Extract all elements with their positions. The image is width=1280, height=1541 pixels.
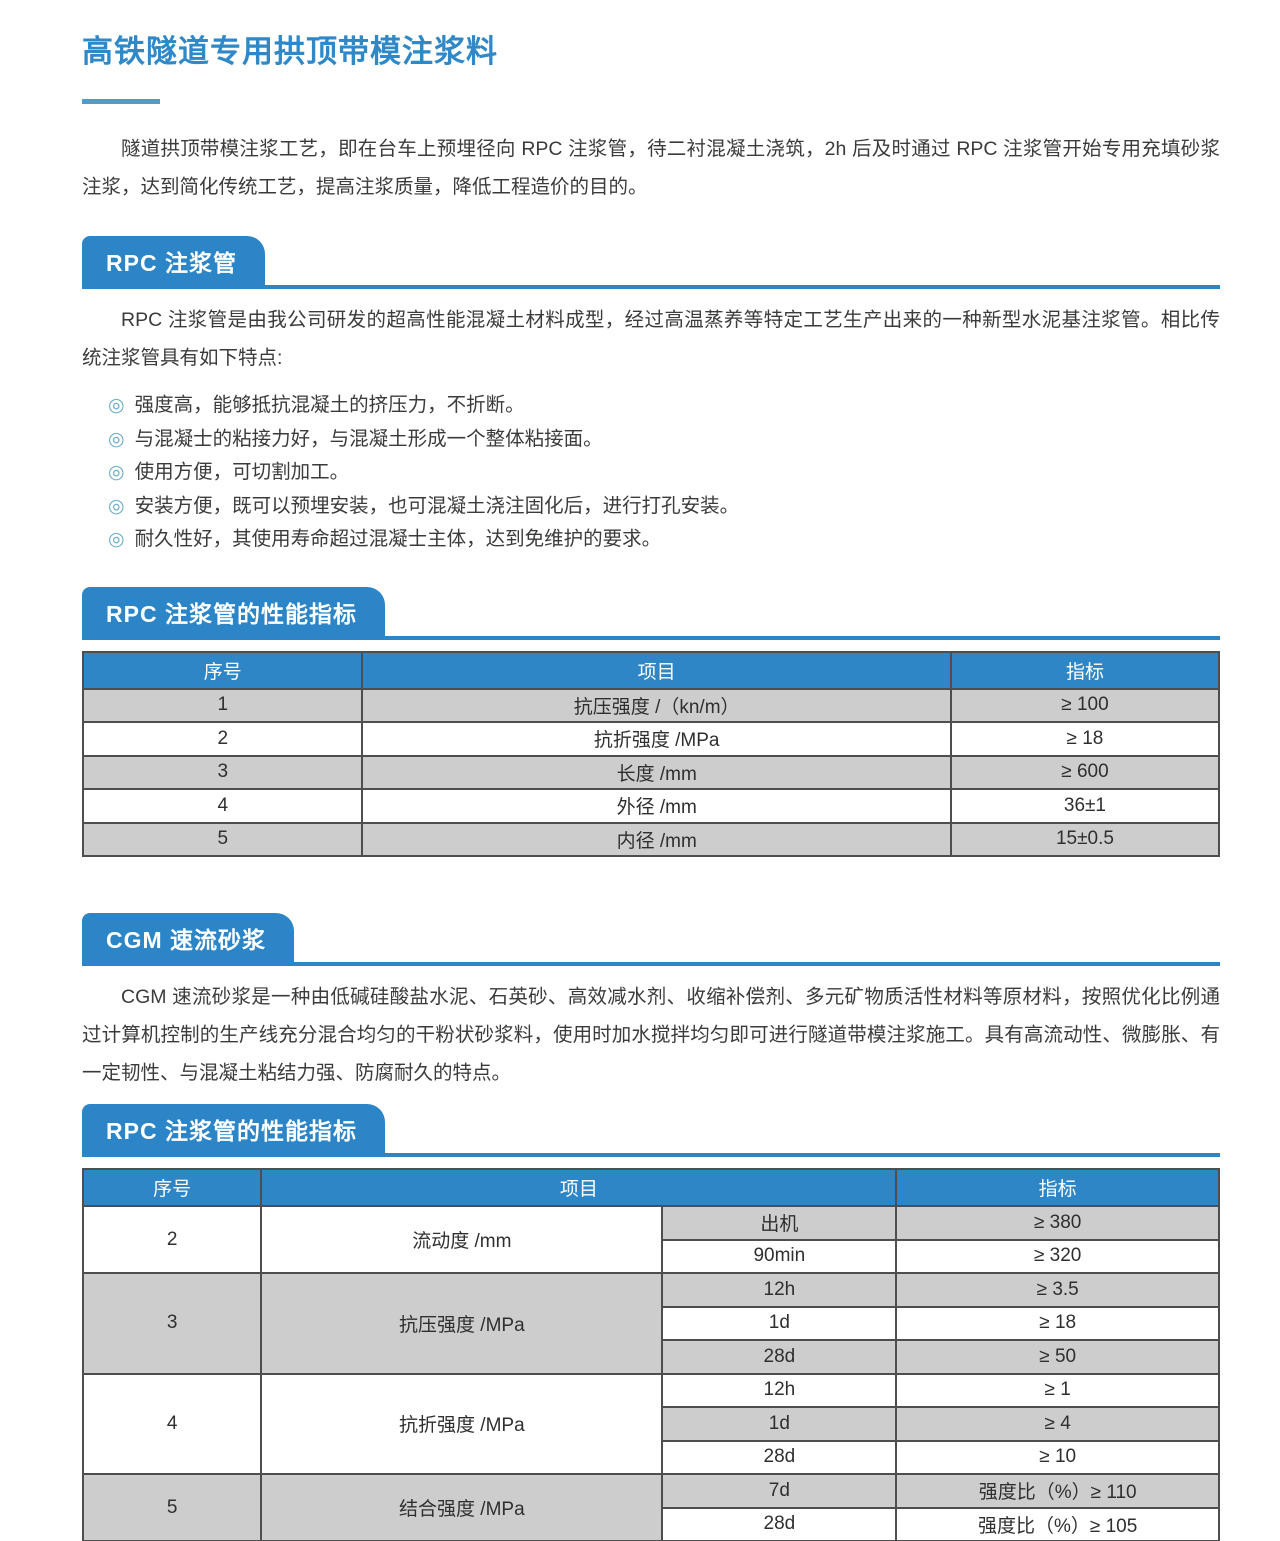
table-cell: 强度比（%）≥ 110 bbox=[895, 1473, 1220, 1509]
section-badge-cgm: CGM 速流砂浆 bbox=[82, 913, 295, 962]
feature-text: 与混凝士的粘接力好，与混凝土形成一个整体粘接面。 bbox=[134, 427, 603, 450]
table-row: 5 内径 /mm 15±0.5 bbox=[81, 821, 1221, 857]
section-badge-cgm-table: RPC 注浆管的性能指标 bbox=[82, 1104, 385, 1153]
table-cell: ≥ 50 bbox=[895, 1339, 1220, 1375]
section-head-rpc-table: RPC 注浆管的性能指标 bbox=[82, 586, 1220, 640]
table-cell: 抗压强度 /MPa bbox=[260, 1272, 664, 1375]
table-cell: ≥ 18 bbox=[949, 721, 1221, 757]
table-cell: 1d bbox=[661, 1406, 898, 1442]
table-row: 2 抗折强度 /MPa ≥ 18 bbox=[81, 721, 1221, 757]
table-cell: 4 bbox=[81, 1372, 263, 1475]
table-cell: 90min bbox=[661, 1238, 898, 1274]
cgm-performance-table: 序号 项目 指标 2 流动度 /mm 出机 ≥ 380 90min ≥ 320 3 抗压强度 … bbox=[81, 1168, 1220, 1541]
table-row: 3 长度 /mm ≥ 600 bbox=[81, 754, 1221, 790]
table-cell: 5 bbox=[81, 1473, 263, 1541]
table-header-cell: 序号 bbox=[81, 650, 364, 690]
table-cell: 1 bbox=[81, 687, 364, 723]
double-circle-bullet-icon: ◎ bbox=[108, 529, 125, 550]
table-cell: 结合强度 /MPa bbox=[260, 1473, 664, 1541]
table-header-cell: 序号 bbox=[81, 1168, 263, 1207]
double-circle-bullet-icon: ◎ bbox=[108, 395, 125, 416]
table-header-cell: 指标 bbox=[949, 650, 1221, 690]
table-header-cell: 指标 bbox=[895, 1168, 1220, 1207]
table-cell: ≥ 3.5 bbox=[895, 1272, 1220, 1308]
rpc-description: RPC 注浆管是由我公司研发的超高性能混凝土材料成型，经过高温蒸养等特定工艺生产… bbox=[82, 309, 1220, 369]
table-header-row: 序号 项目 指标 bbox=[81, 1168, 1220, 1207]
feature-item: ◎ 与混凝士的粘接力好，与混凝土形成一个整体粘接面。 bbox=[108, 423, 1220, 457]
rpc-performance-table: 序号 项目 指标 1 抗压强度 /（kn/m） ≥ 100 2 抗折强度 /MPa ≥ 1… bbox=[81, 650, 1221, 858]
table-cell: 28d bbox=[661, 1439, 898, 1475]
table-cell: 12h bbox=[661, 1372, 898, 1408]
double-circle-bullet-icon: ◎ bbox=[108, 462, 125, 483]
feature-item: ◎ 使用方便，可切割加工。 bbox=[108, 456, 1220, 490]
table-header-row: 序号 项目 指标 bbox=[81, 650, 1221, 690]
section-head-cgm: CGM 速流砂浆 bbox=[82, 913, 1220, 966]
table-header-cell: 项目 bbox=[260, 1168, 898, 1207]
table-cell: 3 bbox=[81, 1272, 263, 1375]
table-row: 1d ≥ 4 bbox=[83, 1406, 1220, 1442]
table-row: 90min ≥ 320 bbox=[83, 1238, 1220, 1274]
table-cell: 抗折强度 /MPa bbox=[361, 721, 952, 757]
table-row: 4 外径 /mm 36±1 bbox=[81, 788, 1221, 824]
table-cell: 抗压强度 /（kn/m） bbox=[361, 687, 952, 723]
cgm-description: CGM 速流砂浆是一种由低碱硅酸盐水泥、石英砂、高效减水剂、收缩补偿剂、多元矿物… bbox=[82, 986, 1220, 1084]
table-cell: 长度 /mm bbox=[361, 754, 952, 790]
table-cell: 28d bbox=[661, 1506, 898, 1541]
table-row: 4 抗折强度 /MPa 12h ≥ 1 bbox=[81, 1372, 1220, 1475]
table-cell: 15±0.5 bbox=[949, 821, 1221, 857]
table-cell: 36±1 bbox=[949, 788, 1221, 824]
table-cell: ≥ 100 bbox=[949, 687, 1221, 723]
table-cell: ≥ 18 bbox=[895, 1305, 1220, 1341]
table-cell: 1d bbox=[661, 1305, 898, 1341]
table-row: 28d ≥ 10 bbox=[83, 1439, 1220, 1475]
table-cell: 抗折强度 /MPa bbox=[260, 1372, 664, 1475]
table-cell: 3 bbox=[81, 754, 364, 790]
page-title: 高铁隧道专用拱顶带模注浆料 bbox=[82, 34, 498, 69]
feature-text: 耐久性好，其使用寿命超过混凝士主体，达到免维护的要求。 bbox=[134, 528, 662, 550]
table-cell: 12h bbox=[661, 1272, 898, 1308]
table-cell: ≥ 600 bbox=[949, 754, 1221, 790]
table-row: 1 抗压强度 /（kn/m） ≥ 100 bbox=[81, 687, 1221, 723]
feature-item: ◎ 安装方便，既可以预埋安装，也可混凝土浇注固化后，进行打孔安装。 bbox=[108, 490, 1220, 524]
table-row: 3 抗压强度 /MPa 12h ≥ 3.5 bbox=[81, 1272, 1220, 1375]
section-badge-rpc: RPC 注浆管 bbox=[82, 236, 265, 285]
table-cell: ≥ 320 bbox=[895, 1238, 1220, 1274]
table-row: 5 结合强度 /MPa 7d 强度比（%）≥ 110 bbox=[81, 1473, 1220, 1541]
feature-text: 使用方便，可切割加工。 bbox=[134, 461, 350, 483]
table-row: 1d ≥ 18 bbox=[83, 1305, 1220, 1341]
table-cell: ≥ 4 bbox=[895, 1406, 1220, 1442]
table-cell: ≥ 10 bbox=[895, 1439, 1220, 1475]
table-row: 28d 强度比（%）≥ 105 bbox=[83, 1506, 1220, 1541]
table-cell: 强度比（%）≥ 105 bbox=[895, 1506, 1220, 1541]
table-cell: ≥ 1 bbox=[895, 1372, 1220, 1408]
title-underline bbox=[82, 99, 160, 104]
table-cell: 内径 /mm bbox=[361, 821, 952, 857]
rpc-feature-list: ◎ 强度高，能够抵抗混凝土的挤压力，不折断。 ◎ 与混凝士的粘接力好，与混凝土形成一个… bbox=[82, 389, 1220, 557]
table-cell: 流动度 /mm bbox=[260, 1205, 664, 1274]
table-cell: 出机 bbox=[661, 1205, 898, 1241]
table-cell: 5 bbox=[81, 821, 364, 857]
table-cell: 28d bbox=[661, 1339, 898, 1375]
feature-item: ◎ 耐久性好，其使用寿命超过混凝士主体，达到免维护的要求。 bbox=[108, 523, 1220, 557]
table-cell: 2 bbox=[81, 721, 364, 757]
feature-item: ◎ 强度高，能够抵抗混凝土的挤压力，不折断。 bbox=[108, 389, 1220, 423]
table-cell: ≥ 380 bbox=[895, 1205, 1220, 1241]
table-cell: 外径 /mm bbox=[361, 788, 952, 824]
table-cell: 2 bbox=[81, 1205, 263, 1274]
table-cell: 4 bbox=[81, 788, 364, 824]
double-circle-bullet-icon: ◎ bbox=[108, 495, 125, 517]
intro-paragraph: 隧道拱顶带模注浆工艺，即在台车上预埋径向 RPC 注浆管，待二衬混凝土浇筑，2h… bbox=[82, 138, 1220, 198]
feature-text: 强度高，能够抵抗混凝土的挤压力，不折断。 bbox=[134, 394, 525, 416]
table-row: 28d ≥ 50 bbox=[83, 1339, 1220, 1375]
section-badge-rpc-table: RPC 注浆管的性能指标 bbox=[82, 586, 385, 636]
double-circle-bullet-icon: ◎ bbox=[108, 428, 125, 450]
table-row: 2 流动度 /mm 出机 ≥ 380 bbox=[81, 1205, 1220, 1274]
table-header-cell: 项目 bbox=[361, 650, 952, 690]
section-head-rpc: RPC 注浆管 bbox=[82, 236, 1220, 289]
feature-text: 安装方便，既可以预埋安装，也可混凝土浇注固化后，进行打孔安装。 bbox=[134, 494, 740, 517]
table-cell: 7d bbox=[661, 1473, 898, 1509]
section-head-cgm-table: RPC 注浆管的性能指标 bbox=[82, 1104, 1220, 1157]
